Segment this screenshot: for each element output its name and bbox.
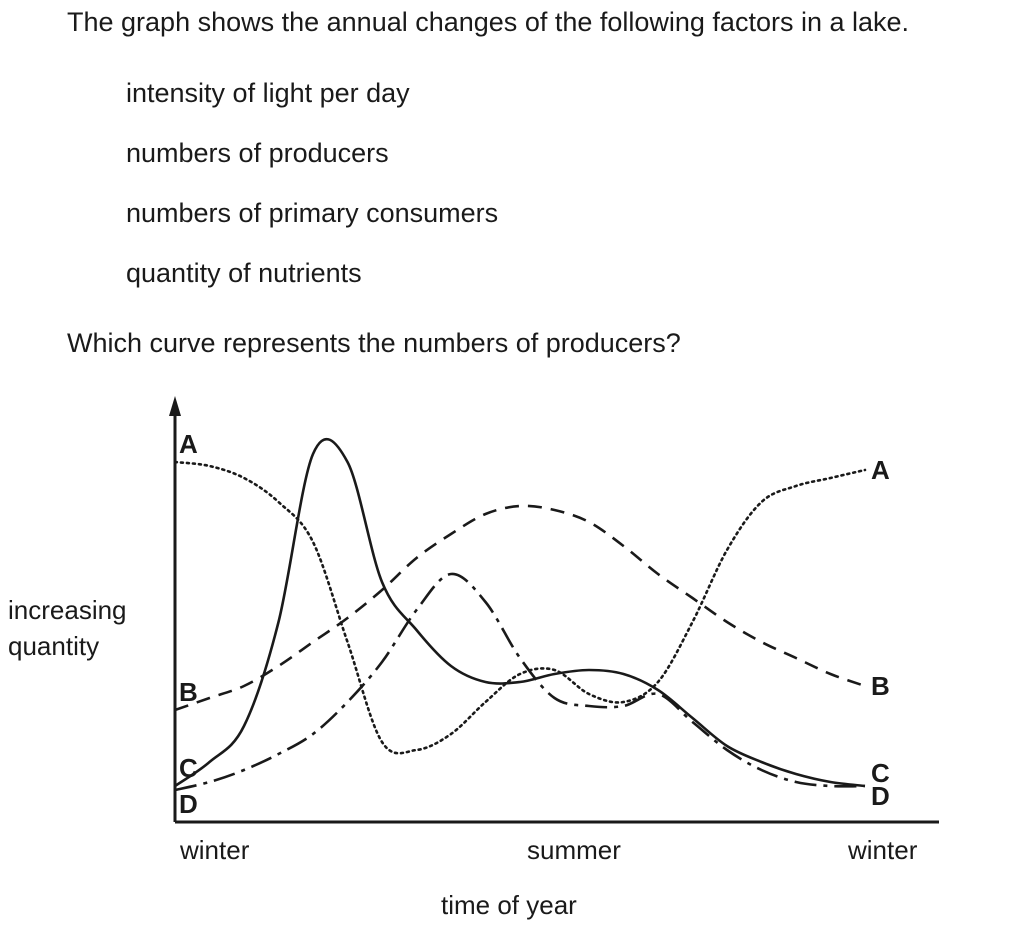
series-label-d-start: D [179, 789, 198, 819]
y-axis-label-line: quantity [8, 631, 100, 661]
y-axis-label-line: increasing [8, 595, 127, 625]
factor-item: intensity of light per day [126, 78, 410, 108]
factor-item: quantity of nutrients [126, 258, 362, 288]
series-label-a-end: A [871, 455, 890, 485]
question-intro: The graph shows the annual changes of th… [67, 7, 910, 37]
x-tick-label: winter [848, 835, 918, 865]
factor-item: numbers of producers [126, 138, 389, 168]
series-label-d-end: D [871, 781, 890, 811]
x-tick-label: winter [180, 835, 250, 865]
series-line-b [174, 504, 866, 712]
series-label-c-start: C [179, 753, 198, 783]
series-label-b-end: B [871, 671, 890, 701]
chart-plot: AAB BC CD D [169, 396, 939, 824]
y-axis-arrowhead [169, 396, 181, 416]
series-line-d [174, 572, 866, 792]
x-axis-label: time of year [441, 890, 577, 920]
x-tick-label: summer [527, 835, 621, 865]
series-layer [173, 438, 867, 792]
y-axis-label: increasing quantity [8, 592, 127, 664]
series-label-a-start: A [179, 429, 198, 459]
factor-list: intensity of light per day numbers of pr… [126, 78, 498, 318]
factor-item: numbers of primary consumers [126, 198, 499, 228]
question-prompt: Which curve represents the numbers of pr… [67, 328, 681, 358]
series-label-b-start: B [179, 677, 198, 707]
series-label-layer: AAB BC CD D [179, 429, 890, 819]
series-line-a [173, 460, 867, 755]
series-label-c-end: C [871, 758, 890, 788]
series-line-c [174, 438, 866, 788]
